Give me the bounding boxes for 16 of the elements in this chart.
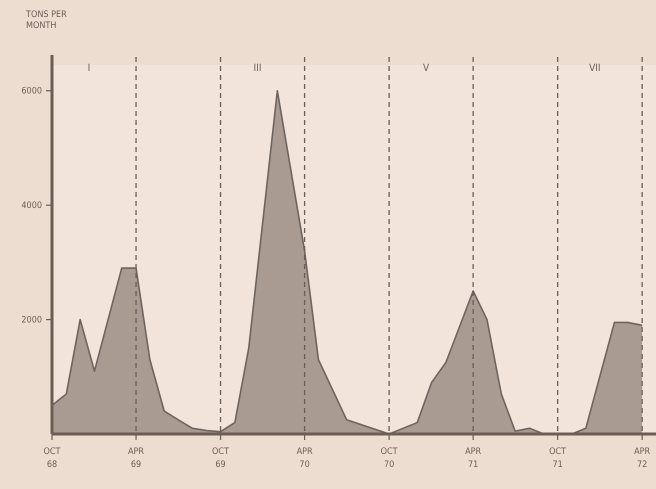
annotation: I — [88, 63, 90, 74]
annotation: V — [422, 63, 430, 74]
annotation: VII — [589, 63, 601, 74]
x-tick-label: OCT 69 — [212, 447, 230, 470]
y-axis-title: TONS PER MONTH — [25, 10, 68, 31]
y-tick-label: 2000 — [21, 316, 42, 326]
x-tick-label: OCT 70 — [380, 447, 398, 470]
annotation: III — [254, 63, 262, 74]
x-tick-label: APR 69 — [128, 447, 144, 470]
x-tick-label: OCT 71 — [549, 447, 566, 470]
y-tick-label: 6000 — [21, 86, 42, 97]
x-tick-label: APR 72 — [634, 447, 651, 470]
x-tick-label: OCT 68 — [44, 447, 61, 470]
y-tick-label: 4000 — [21, 201, 42, 212]
x-tick-label: APR 71 — [465, 447, 482, 470]
x-tick-label: APR 70 — [296, 447, 313, 470]
